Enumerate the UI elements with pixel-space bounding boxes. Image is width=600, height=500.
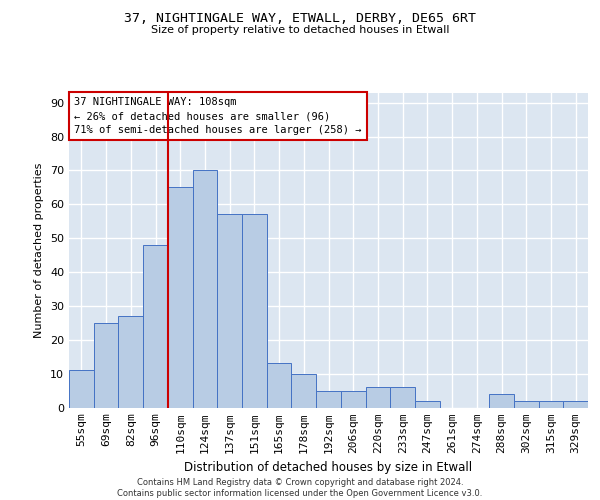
Bar (94, 323, 118, 407)
Bar (365, 387, 390, 407)
X-axis label: Distribution of detached houses by size in Etwall: Distribution of detached houses by size … (184, 461, 473, 474)
Bar (69, 370, 94, 408)
Text: Contains HM Land Registry data © Crown copyright and database right 2024.
Contai: Contains HM Land Registry data © Crown c… (118, 478, 482, 498)
Bar (316, 390, 341, 407)
Bar (242, 214, 267, 408)
Text: 37, NIGHTINGALE WAY, ETWALL, DERBY, DE65 6RT: 37, NIGHTINGALE WAY, ETWALL, DERBY, DE65… (124, 12, 476, 26)
Bar (341, 390, 365, 407)
Bar (390, 387, 415, 407)
Text: Size of property relative to detached houses in Etwall: Size of property relative to detached ho… (151, 25, 449, 35)
Bar (415, 400, 440, 407)
Bar (168, 188, 193, 408)
Bar (539, 400, 563, 407)
Bar (217, 214, 242, 408)
Y-axis label: Number of detached properties: Number of detached properties (34, 162, 44, 338)
Bar (267, 364, 292, 408)
Bar (118, 316, 143, 408)
Bar (489, 394, 514, 407)
Bar (563, 400, 588, 407)
Bar (514, 400, 539, 407)
Bar (143, 245, 168, 408)
Bar (193, 170, 217, 408)
Text: 37 NIGHTINGALE WAY: 108sqm
← 26% of detached houses are smaller (96)
71% of semi: 37 NIGHTINGALE WAY: 108sqm ← 26% of deta… (74, 97, 362, 135)
Bar (292, 374, 316, 408)
